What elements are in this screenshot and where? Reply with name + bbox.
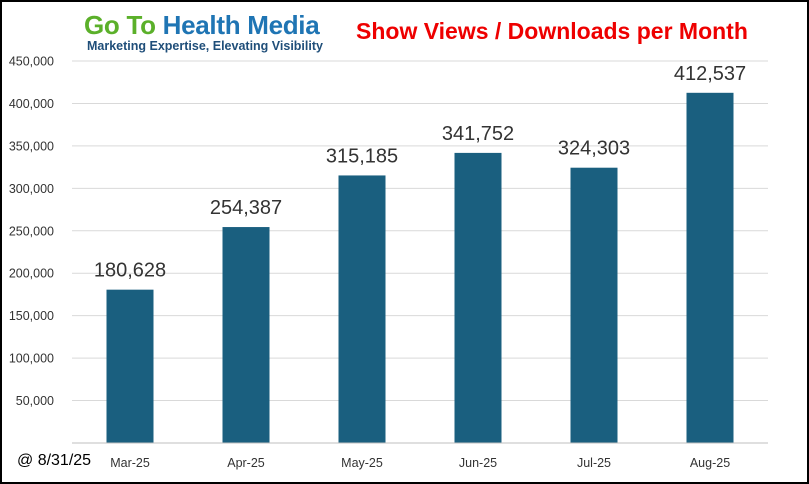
bar-data-label: 180,628 xyxy=(94,260,166,282)
x-category-label: Jul-25 xyxy=(577,456,611,470)
x-category-label: Aug-25 xyxy=(690,456,730,470)
bars xyxy=(106,92,734,444)
bar-data-label: 315,185 xyxy=(326,145,398,167)
y-axis-tick-labels: 50,000 100,000 150,000 200,000 250,000 300,00… xyxy=(9,55,54,409)
bar xyxy=(106,289,154,443)
y-tick-label: 400,000 xyxy=(9,97,54,111)
y-tick-label: 350,000 xyxy=(9,139,54,153)
logo: Go To Health Media Marketing Expertise, … xyxy=(84,10,344,56)
bar xyxy=(338,175,386,443)
chart-title: Show Views / Downloads per Month xyxy=(356,18,748,44)
bar-data-label: 412,537 xyxy=(674,63,746,85)
gridlines xyxy=(72,60,768,402)
logo-word-to: To xyxy=(126,10,156,40)
logo-word-health-media: Health Media xyxy=(162,10,320,40)
x-category-label: Jun-25 xyxy=(459,456,497,470)
y-tick-label: 100,000 xyxy=(9,352,54,366)
as-of-date-note: @ 8/31/25 xyxy=(17,452,92,469)
y-tick-label: 200,000 xyxy=(9,267,54,281)
logo-title: Go To Health Media xyxy=(84,10,320,40)
x-category-label: May-25 xyxy=(341,456,383,470)
y-tick-label: 250,000 xyxy=(9,224,54,238)
data-labels: 180,628 254,387 315,185 341,752 324,303 412,5… xyxy=(94,63,746,282)
y-tick-label: 150,000 xyxy=(9,309,54,323)
y-tick-label: 300,000 xyxy=(9,182,54,196)
bar xyxy=(570,167,618,443)
x-category-label: Mar-25 xyxy=(110,456,150,470)
bar xyxy=(686,92,734,443)
bar-data-label: 341,752 xyxy=(442,123,514,145)
logo-word-go: Go xyxy=(84,10,120,40)
y-tick-label: 450,000 xyxy=(9,55,54,69)
bar-data-label: 324,303 xyxy=(558,138,630,160)
x-category-label: Apr-25 xyxy=(227,456,265,470)
bar xyxy=(222,227,270,443)
x-axis-category-labels: Mar-25 Apr-25 May-25 Jun-25 Jul-25 Aug-25 xyxy=(110,456,730,470)
logo-tagline: Marketing Expertise, Elevating Visibilit… xyxy=(87,39,323,53)
y-tick-label: 50,000 xyxy=(16,394,54,408)
bar-data-label: 254,387 xyxy=(210,197,282,219)
bar xyxy=(454,152,502,444)
